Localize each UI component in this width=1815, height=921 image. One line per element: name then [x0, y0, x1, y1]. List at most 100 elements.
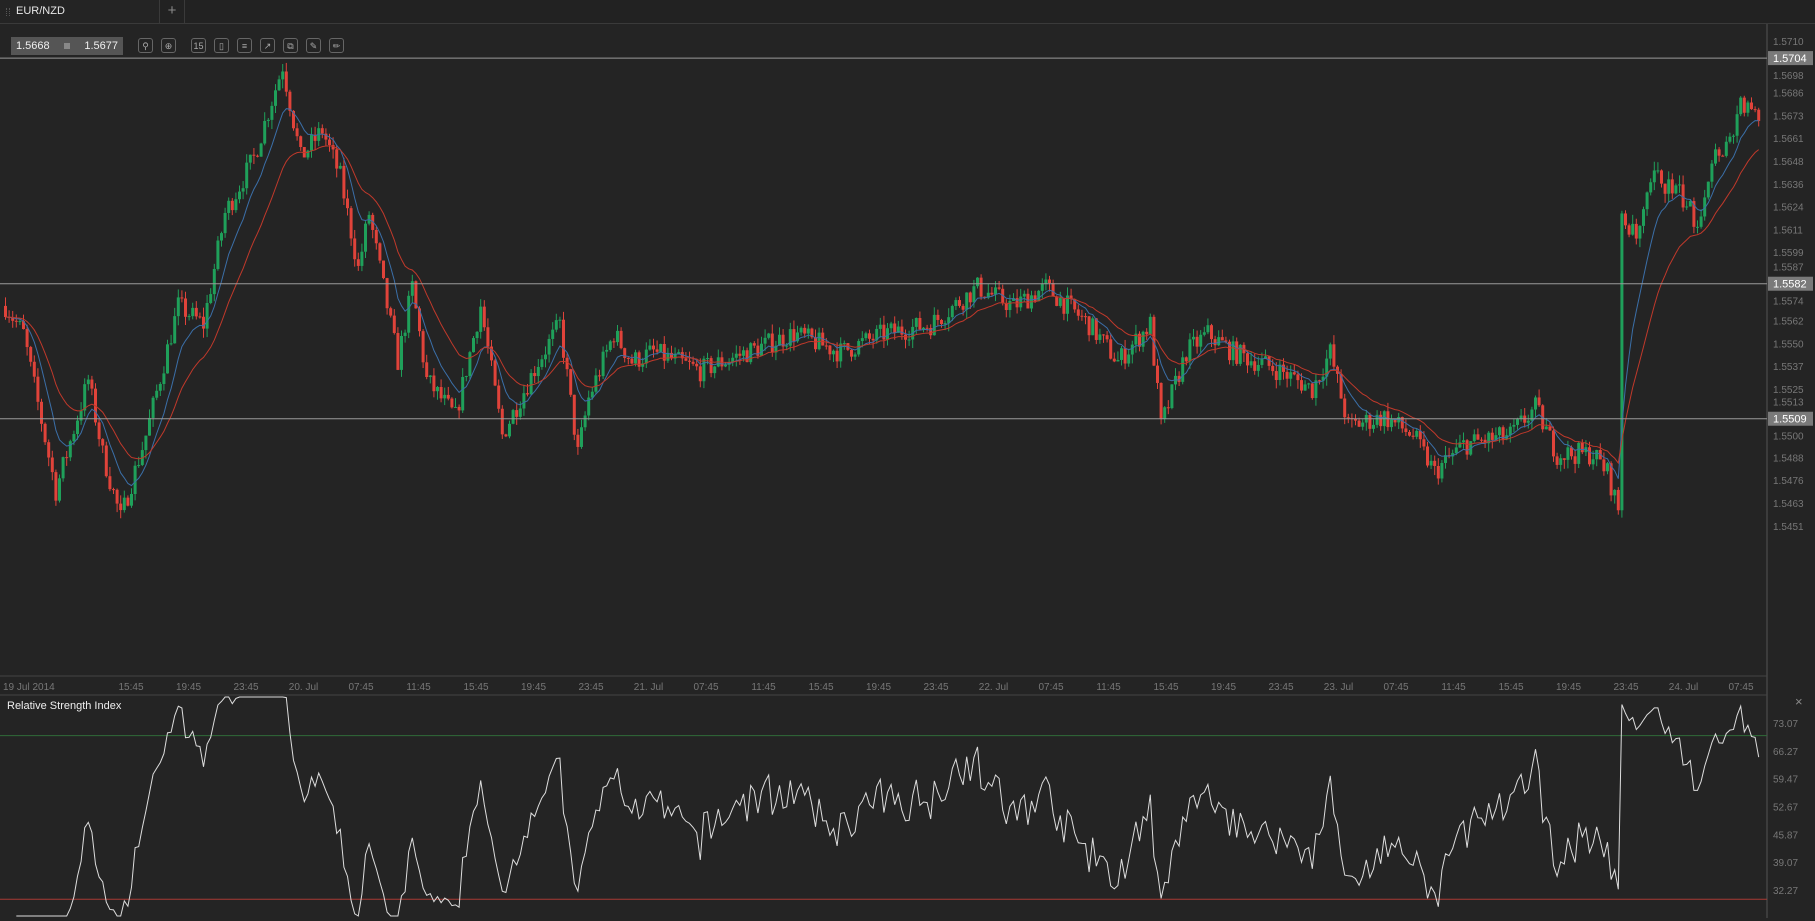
chart-type-candles-icon[interactable]: ▯ [214, 38, 229, 53]
candle-body [1055, 296, 1059, 306]
candle-body [598, 375, 601, 377]
candle-body [522, 393, 526, 409]
candle-body [245, 162, 249, 189]
candle-body [1080, 315, 1084, 317]
candle-body [1166, 407, 1170, 409]
price-axis-label: 1.5599 [1773, 248, 1804, 259]
candle-body [994, 287, 997, 295]
edit-icon[interactable]: ✎ [306, 38, 321, 53]
candle-body [133, 465, 137, 494]
rsi-close-icon[interactable]: × [1795, 694, 1803, 709]
candle-body [1451, 453, 1455, 457]
candle-body [1642, 209, 1645, 226]
candle-body [1253, 361, 1257, 371]
time-axis-label: 19:45 [176, 682, 201, 693]
candle-body [324, 133, 328, 140]
candle-body [677, 352, 681, 354]
candle-body [1274, 371, 1278, 381]
add-tab-button[interactable]: + [160, 0, 185, 23]
candle-body [1328, 344, 1332, 359]
candle-body [943, 323, 947, 325]
time-axis-label: 11:45 [751, 682, 776, 693]
candle-body [256, 155, 259, 157]
candle-body [446, 394, 450, 399]
candle-body [1681, 184, 1685, 208]
candle-body [18, 321, 22, 323]
candle-body [562, 319, 565, 358]
candle-body [454, 406, 457, 408]
zoom-in-icon[interactable]: ⊕ [161, 38, 176, 53]
candle-body [580, 427, 583, 447]
candle-body [1300, 380, 1303, 391]
candle-body [623, 348, 627, 358]
candle-body [342, 165, 346, 199]
price-axis-label: 1.5661 [1773, 134, 1804, 145]
time-axis-label: 19 Jul 2014 [3, 682, 55, 693]
candle-body [1019, 296, 1023, 308]
candle-body [223, 212, 227, 234]
candle-body [1123, 348, 1127, 364]
candle-body [40, 401, 43, 424]
candle-body [1321, 376, 1325, 381]
candle-body [950, 306, 954, 318]
time-axis-label: 07:45 [348, 682, 373, 693]
indicators-icon[interactable]: ≡ [237, 38, 252, 53]
candle-body [1667, 179, 1671, 194]
candle-body [752, 343, 756, 346]
candle-body [842, 343, 846, 345]
candle-body [1613, 489, 1617, 496]
candle-body [97, 422, 101, 440]
candle-body [760, 343, 763, 356]
ema-fast-line [5, 108, 1759, 487]
time-axis-label: 23:45 [1613, 682, 1638, 693]
copy-icon[interactable]: ⧉ [283, 38, 298, 53]
candle-body [378, 243, 382, 261]
candle-body [274, 90, 277, 106]
candle-body [1278, 364, 1282, 381]
candle-body [1264, 356, 1267, 359]
candle-body [745, 350, 749, 363]
candle-body [1656, 170, 1660, 172]
candle-body [346, 198, 349, 209]
candle-body [1472, 434, 1476, 442]
candle-body [526, 393, 529, 395]
candle-body [1732, 135, 1735, 137]
candle-body [11, 317, 15, 321]
candle-body [227, 200, 231, 213]
candle-body [590, 391, 594, 398]
candle-body [166, 344, 169, 374]
time-axis-label: 23:45 [233, 682, 258, 693]
candle-body [1372, 424, 1375, 429]
candle-body [1696, 226, 1699, 228]
chart-template-icon[interactable]: ↗ [260, 38, 275, 53]
candle-body [1616, 489, 1620, 511]
tab-eur-nzd[interactable]: EUR/NZD [0, 0, 160, 23]
price-axis-label: 1.5550 [1773, 339, 1804, 350]
candle-body [1314, 380, 1318, 399]
candle-body [468, 352, 472, 377]
candle-body [1591, 459, 1595, 465]
candle-body [864, 333, 868, 339]
horizontal-line-price-label: 1.5704 [1773, 53, 1807, 65]
candle-body [1087, 316, 1091, 336]
timeframe-15-icon[interactable]: 15 [191, 38, 206, 53]
candle-body [947, 317, 951, 324]
drag-handle-icon[interactable] [6, 8, 10, 16]
candle-body [572, 394, 576, 435]
candle-body [1202, 332, 1206, 335]
candle-body [421, 331, 425, 363]
draw-icon[interactable]: ✏ [329, 38, 344, 53]
candle-body [1292, 372, 1296, 375]
candle-body [1051, 283, 1055, 297]
candle-body [443, 394, 447, 399]
candle-body [511, 410, 515, 424]
rsi-axis-label: 66.27 [1773, 747, 1798, 758]
candle-body [882, 324, 886, 340]
candle-body [1454, 447, 1458, 454]
time-axis-label: 11:45 [1441, 682, 1466, 693]
candle-body [439, 387, 443, 399]
candle-body [1379, 414, 1383, 427]
time-axis-label: 15:45 [1498, 682, 1523, 693]
zoom-out-icon[interactable]: ⚲ [138, 38, 153, 53]
